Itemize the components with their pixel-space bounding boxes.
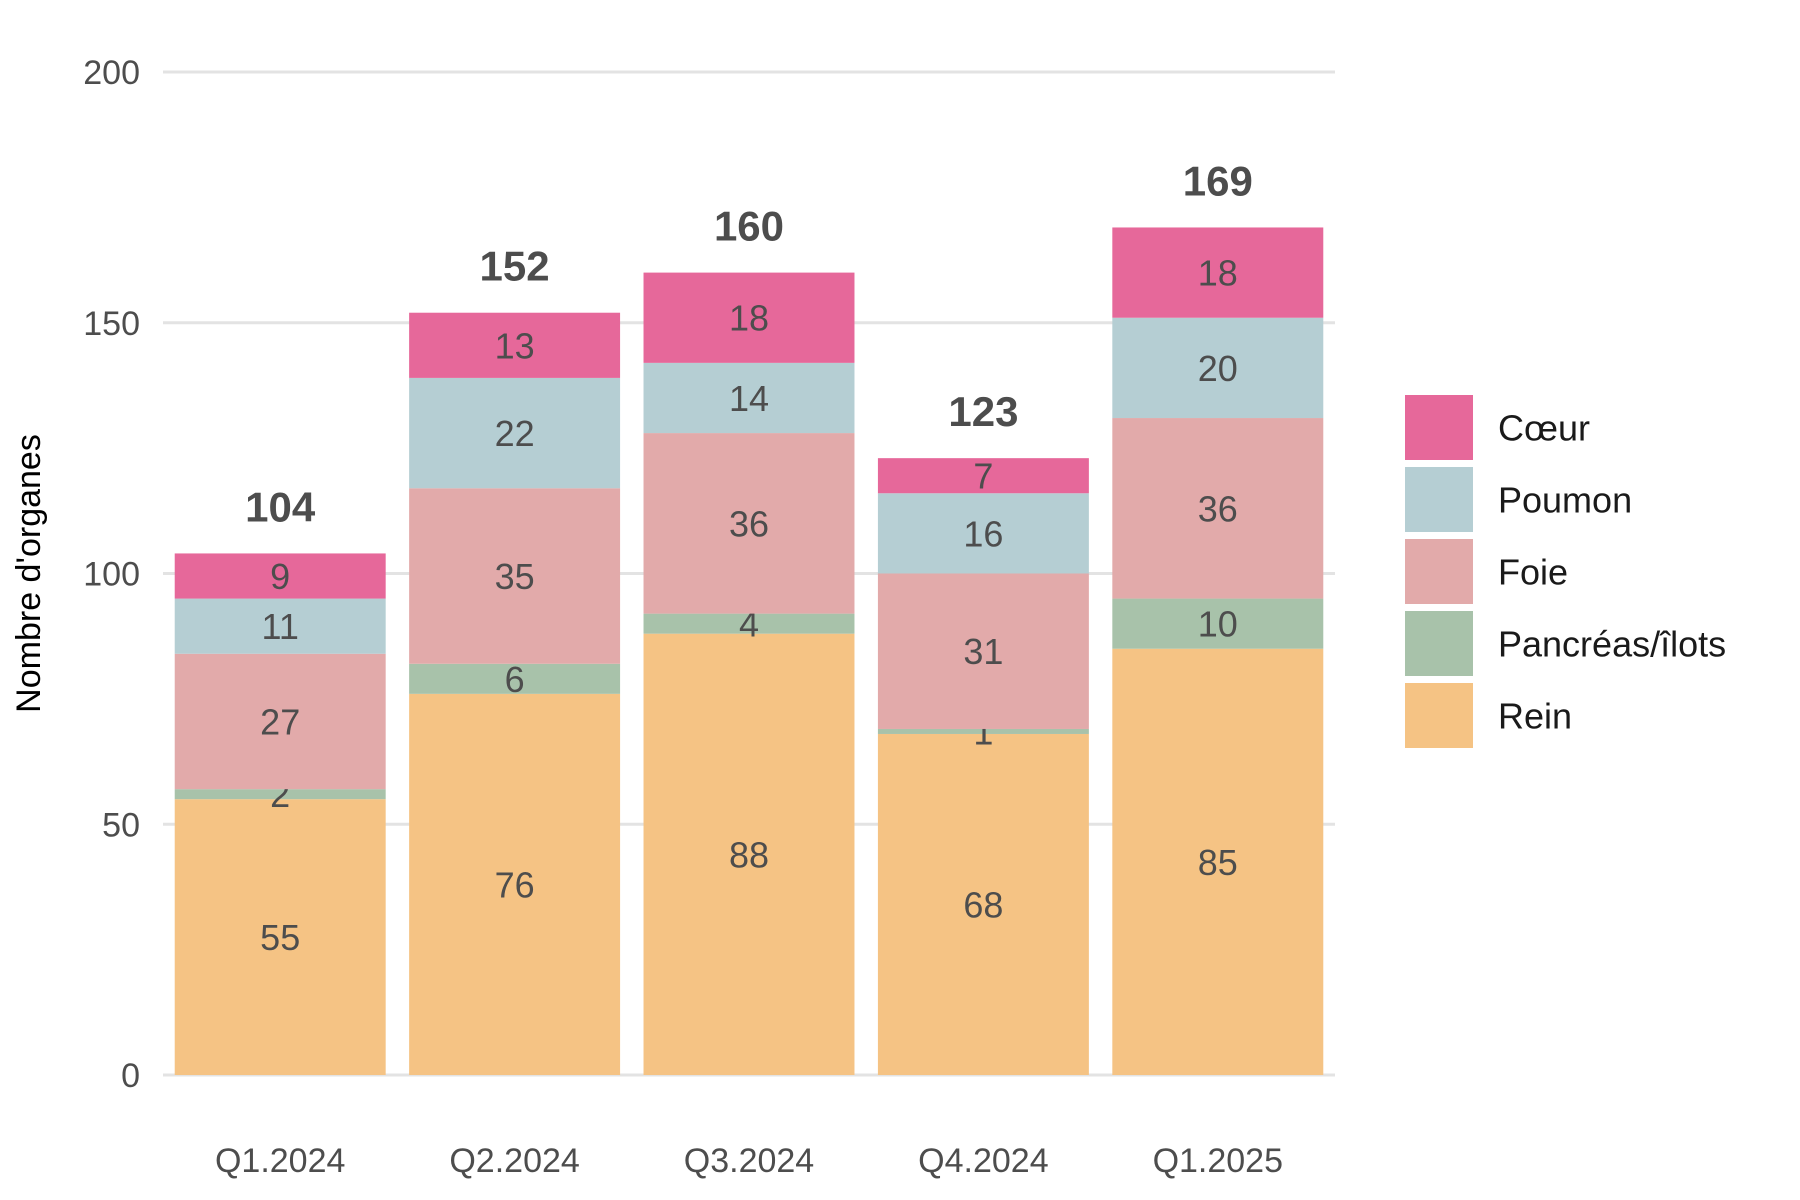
bar-rein-q1-2025: [1112, 648, 1324, 1075]
bar-c-ur-q1-2025: [1112, 227, 1324, 318]
data-label-c-ur-q2-2024: 13: [495, 325, 535, 366]
bar-pancreas-ilots-q2-2024: [409, 663, 621, 694]
total-label-q2-2024: 152: [480, 243, 550, 290]
legend-swatch-c-ur: [1405, 395, 1473, 460]
legend-item-poumon: Poumon: [1405, 467, 1632, 532]
data-label-rein-q4-2024: 68: [963, 884, 1003, 925]
bar-group-q2-2024: 76 6 35 22 13 152: [409, 243, 621, 1075]
data-label-poumon-q1-2025: 20: [1198, 348, 1238, 389]
bar-rein-q4-2024: [877, 733, 1089, 1075]
bar-group-q3-2024: 88 4 36 14 18 160: [643, 203, 855, 1075]
bar-foie-q2-2024: [409, 488, 621, 664]
data-label-rein-q3-2024: 88: [729, 834, 769, 875]
legend-label-pancreas-ilots: Pancréas/îlots: [1498, 624, 1726, 665]
bar-rein-q3-2024: [643, 633, 855, 1075]
bar-foie-q4-2024: [877, 573, 1089, 729]
total-label-q1-2024: 104: [245, 483, 316, 530]
total-label-q1-2025: 169: [1183, 157, 1253, 204]
y-tick-label-200: 200: [83, 54, 140, 92]
legend-swatch-pancreas-ilots: [1405, 611, 1473, 676]
bars: 5522711910476635221315288436141816068131…: [174, 157, 1324, 1075]
bar-poumon-q1-2025: [1112, 317, 1324, 419]
data-label-pancreas-ilots-q2-2024: 6: [505, 659, 525, 700]
data-label-c-ur-q1-2025: 18: [1198, 253, 1238, 294]
bar-foie-q3-2024: [643, 433, 855, 614]
bar-rein-q2-2024: [409, 693, 621, 1075]
x-tick-label-q4-2024: Q4.2024: [918, 1142, 1048, 1180]
data-label-pancreas-ilots-q3-2024: 4: [739, 604, 759, 645]
data-label-foie-q2-2024: 35: [495, 556, 535, 597]
data-label-foie-q1-2024: 27: [260, 701, 300, 742]
legend-swatch-foie: [1405, 539, 1473, 604]
y-axis-ticks: 0 50 100 150 200: [83, 54, 140, 1095]
legend-swatch-rein: [1405, 683, 1473, 748]
y-axis-label: Nombre d'organes: [10, 434, 48, 713]
data-label-pancreas-ilots-q1-2025: 10: [1198, 604, 1238, 645]
data-label-c-ur-q1-2024: 9: [270, 556, 290, 597]
data-label-c-ur-q3-2024: 18: [729, 298, 769, 339]
bar-poumon-q2-2024: [409, 377, 621, 489]
data-label-rein-q2-2024: 76: [495, 864, 535, 905]
bar-poumon-q3-2024: [643, 362, 855, 434]
bar-c-ur-q2-2024: [409, 312, 621, 378]
data-label-c-ur-q4-2024: 7: [973, 456, 993, 497]
bar-foie-q1-2024: [174, 653, 386, 790]
y-tick-label-150: 150: [83, 305, 140, 343]
data-label-rein-q1-2025: 85: [1198, 842, 1238, 883]
total-label-q4-2024: 123: [948, 388, 1018, 435]
bar-group-q1-2025: 85 10 36 20 18 169: [1112, 157, 1324, 1075]
bar-pancreas-ilots-q1-2024: [174, 789, 386, 800]
data-label-poumon-q4-2024: 16: [963, 513, 1003, 554]
legend-label-rein: Rein: [1498, 696, 1572, 737]
legend-label-foie: Foie: [1498, 552, 1568, 593]
bar-pancreas-ilots-q1-2025: [1112, 598, 1324, 649]
total-label-q3-2024: 160: [714, 203, 784, 250]
y-tick-label-0: 0: [121, 1057, 140, 1095]
bar-c-ur-q1-2024: [174, 553, 386, 599]
legend: Cœur Poumon Foie Pancréas/îlots Rein: [1405, 395, 1726, 748]
legend-swatch-poumon: [1405, 467, 1473, 532]
bar-rein-q1-2024: [174, 799, 386, 1075]
legend-item-pancreas-ilots: Pancréas/îlots: [1405, 611, 1726, 676]
x-tick-label-q1-2025: Q1.2025: [1153, 1142, 1283, 1180]
bar-pancreas-ilots-q3-2024: [643, 613, 855, 634]
legend-label-c-ur: Cœur: [1498, 408, 1590, 449]
data-label-poumon-q3-2024: 14: [729, 378, 769, 419]
x-tick-label-q3-2024: Q3.2024: [684, 1142, 814, 1180]
data-label-foie-q3-2024: 36: [729, 503, 769, 544]
bar-c-ur-q3-2024: [643, 272, 855, 363]
x-axis-ticks: Q1.2024 Q2.2024 Q3.2024 Q4.2024 Q1.2025: [215, 1142, 1283, 1180]
data-label-rein-q1-2024: 55: [260, 917, 300, 958]
legend-item-c-ur: Cœur: [1405, 395, 1590, 460]
data-label-poumon-q2-2024: 22: [495, 413, 535, 454]
legend-item-rein: Rein: [1405, 683, 1572, 748]
y-tick-label-50: 50: [102, 806, 140, 844]
y-tick-label-100: 100: [83, 556, 140, 594]
legend-item-foie: Foie: [1405, 539, 1568, 604]
data-label-foie-q4-2024: 31: [963, 631, 1003, 672]
bar-c-ur-q4-2024: [877, 458, 1089, 494]
bar-pancreas-ilots-q4-2024: [877, 728, 1089, 734]
bar-poumon-q1-2024: [174, 598, 386, 654]
data-label-poumon-q1-2024: 11: [262, 606, 299, 647]
data-label-foie-q1-2025: 36: [1198, 488, 1238, 529]
x-tick-label-q2-2024: Q2.2024: [449, 1142, 579, 1180]
bar-foie-q1-2025: [1112, 418, 1324, 599]
legend-label-poumon: Poumon: [1498, 480, 1632, 521]
bar-poumon-q4-2024: [877, 493, 1089, 574]
x-tick-label-q1-2024: Q1.2024: [215, 1142, 345, 1180]
